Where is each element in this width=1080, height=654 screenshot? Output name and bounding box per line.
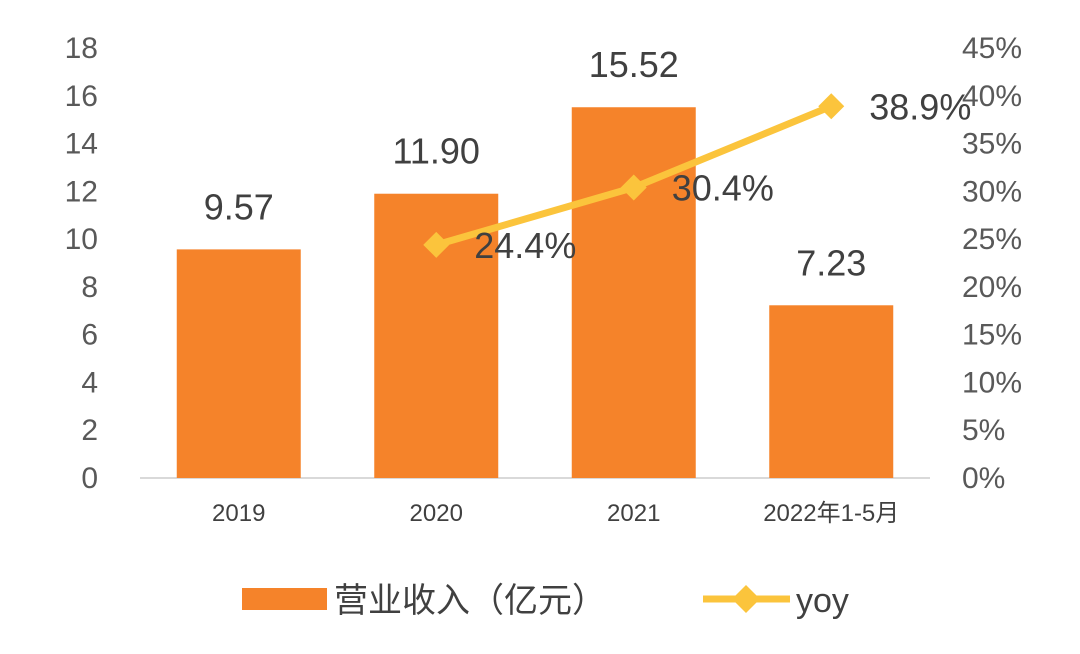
yoy-value-label: 24.4% bbox=[474, 225, 576, 266]
bar bbox=[769, 305, 894, 478]
y-left-tick-label: 10 bbox=[65, 223, 98, 256]
y-left-tick-label: 6 bbox=[81, 319, 98, 352]
right-axis-ticks: 0% 5% 10% 15% 20% 25% 30% 35% 40% 45% bbox=[962, 32, 1022, 495]
y-left-tick-label: 18 bbox=[65, 32, 98, 65]
yoy-value-label: 38.9% bbox=[869, 86, 971, 127]
y-right-tick-label: 15% bbox=[962, 319, 1022, 352]
y-right-tick-label: 20% bbox=[962, 271, 1022, 304]
bar-value-label: 15.52 bbox=[589, 44, 679, 85]
legend-label-yoy: yoy bbox=[796, 582, 849, 620]
y-right-tick-label: 25% bbox=[962, 223, 1022, 256]
x-tick-label: 2021 bbox=[607, 500, 660, 527]
x-tick-label: 2022年1-5月 bbox=[763, 500, 899, 527]
left-axis-ticks: 0 2 4 6 8 10 12 14 16 18 bbox=[65, 32, 98, 495]
yoy-value-label: 30.4% bbox=[672, 168, 774, 209]
bar-value-label: 11.90 bbox=[393, 131, 480, 172]
yoy-marker bbox=[620, 174, 647, 201]
y-left-tick-label: 0 bbox=[81, 462, 98, 495]
bar bbox=[571, 107, 696, 478]
y-right-tick-label: 45% bbox=[962, 32, 1022, 65]
yoy-marker bbox=[423, 231, 450, 258]
x-tick-label: 2019 bbox=[212, 500, 265, 527]
y-left-tick-label: 12 bbox=[65, 175, 98, 208]
y-left-tick-label: 14 bbox=[65, 128, 98, 161]
yoy-labels: 24.4% 30.4% 38.9% bbox=[474, 86, 971, 266]
y-right-tick-label: 0% bbox=[962, 462, 1005, 495]
bar-value-label: 9.57 bbox=[204, 186, 274, 227]
yoy-marker bbox=[818, 93, 845, 120]
y-right-tick-label: 40% bbox=[962, 80, 1022, 113]
y-right-tick-label: 35% bbox=[962, 128, 1022, 161]
legend-label-revenue: 营业收入（亿元） bbox=[334, 582, 606, 620]
bar-value-label: 7.23 bbox=[796, 242, 866, 283]
y-right-tick-label: 10% bbox=[962, 366, 1022, 399]
bar-labels: 9.57 11.90 15.52 7.23 bbox=[204, 44, 867, 283]
x-axis-ticks: 2019 2020 2021 2022年1-5月 bbox=[212, 500, 899, 527]
x-tick-label: 2020 bbox=[410, 500, 463, 527]
y-left-tick-label: 4 bbox=[81, 366, 98, 399]
bars bbox=[176, 107, 894, 478]
y-left-tick-label: 16 bbox=[65, 80, 98, 113]
legend-swatch-yoy-diamond bbox=[732, 585, 760, 613]
y-right-tick-label: 5% bbox=[962, 414, 1005, 447]
legend-swatch-revenue bbox=[242, 588, 327, 610]
y-left-tick-label: 2 bbox=[81, 414, 98, 447]
bar bbox=[176, 249, 301, 478]
legend: 营业收入（亿元） yoy bbox=[242, 582, 849, 620]
yoy-line-group bbox=[423, 93, 845, 258]
y-right-tick-label: 30% bbox=[962, 175, 1022, 208]
y-left-tick-label: 8 bbox=[81, 271, 98, 304]
